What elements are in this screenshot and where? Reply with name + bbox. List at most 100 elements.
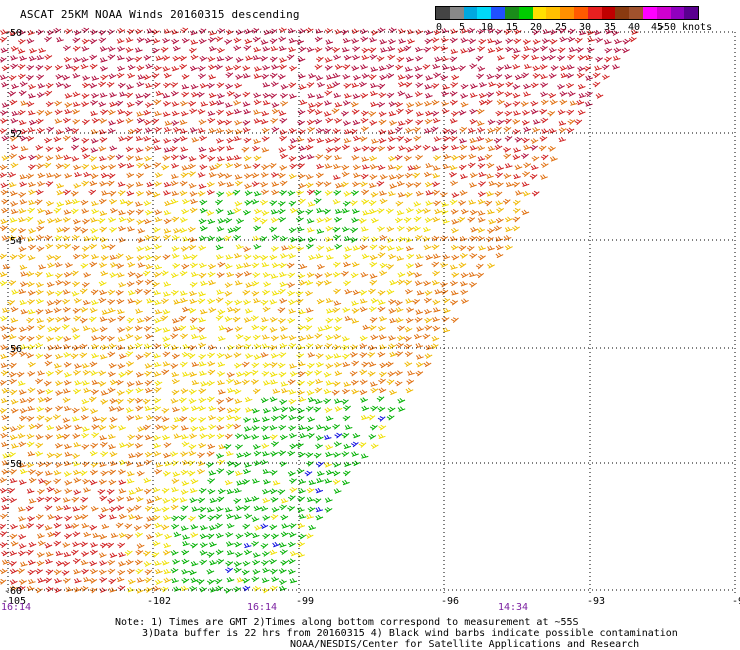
wind-barb — [26, 441, 35, 448]
wind-barb — [425, 110, 433, 117]
wind-barb — [359, 335, 368, 342]
wind-barb — [584, 101, 593, 107]
wind-barb — [577, 83, 586, 90]
wind-barb — [531, 47, 540, 53]
wind-barb — [342, 388, 350, 395]
wind-barb — [232, 189, 241, 196]
wind-barb — [523, 162, 532, 169]
wind-barb — [116, 38, 125, 44]
wind-barb — [377, 406, 386, 413]
wind-barb — [432, 216, 441, 223]
wind-barb — [81, 45, 90, 52]
wind-barb — [136, 255, 145, 261]
wind-barb — [512, 216, 521, 223]
wind-barb — [333, 189, 342, 196]
wind-barb — [79, 470, 88, 476]
wind-barb — [72, 101, 81, 107]
wind-barb — [370, 387, 379, 394]
wind-barb — [379, 315, 387, 322]
wind-barb — [215, 137, 224, 144]
wind-barb — [45, 181, 54, 187]
wind-barb — [142, 270, 151, 277]
wind-barb — [325, 74, 334, 80]
wind-barb — [170, 198, 179, 205]
wind-barb — [207, 369, 216, 376]
wind-barb — [45, 101, 54, 108]
wind-barb — [342, 470, 351, 477]
wind-barb — [279, 180, 288, 187]
wind-barb — [198, 272, 207, 279]
wind-barb — [44, 470, 53, 476]
wind-barb — [288, 299, 297, 306]
wind-barb — [297, 496, 305, 503]
wind-barb — [207, 117, 216, 124]
wind-barb — [26, 462, 35, 468]
wind-barb — [343, 443, 352, 450]
wind-barb — [217, 488, 226, 495]
wind-barb — [503, 235, 512, 241]
wind-barb — [317, 82, 325, 88]
wind-barb — [161, 524, 170, 531]
wind-barb — [263, 281, 272, 288]
wind-barb — [440, 289, 449, 295]
wind-barb — [63, 45, 71, 52]
wind-barb — [451, 254, 460, 261]
wind-barb — [298, 309, 306, 315]
latitude-label: -50 — [4, 28, 22, 39]
wind-barb — [145, 127, 153, 133]
wind-barb — [143, 200, 152, 207]
wind-barb — [307, 416, 315, 423]
wind-barb — [260, 39, 269, 45]
wind-barb — [89, 307, 98, 313]
wind-barb — [152, 191, 161, 198]
wind-barb — [169, 145, 178, 152]
wind-barb — [469, 209, 478, 216]
wind-barb — [154, 264, 163, 270]
wind-barb — [126, 281, 135, 287]
wind-barb — [423, 171, 432, 178]
wind-barb — [91, 235, 100, 241]
wind-barb — [80, 262, 89, 269]
wind-barb — [288, 398, 297, 405]
wind-barb — [206, 181, 215, 188]
wind-barb — [9, 227, 17, 234]
wind-barb — [135, 279, 144, 286]
wind-barb — [494, 39, 503, 45]
wind-barb — [233, 226, 242, 232]
wind-barb — [585, 75, 593, 81]
wind-barb — [125, 460, 134, 467]
wind-barb — [36, 552, 45, 558]
wind-barb — [260, 299, 269, 306]
wind-barb — [243, 417, 251, 423]
wind-barb — [207, 298, 216, 305]
wind-barb — [90, 147, 99, 153]
wind-barb — [575, 47, 584, 53]
wind-barb — [316, 477, 324, 484]
wind-barb — [161, 407, 170, 414]
wind-barb — [271, 533, 279, 540]
wind-barb — [243, 343, 252, 350]
wind-barb — [316, 245, 325, 251]
wind-barb — [359, 298, 368, 304]
wind-barb — [521, 119, 530, 126]
wind-barb — [567, 54, 575, 61]
wind-barb — [162, 100, 171, 107]
wind-barb — [107, 46, 116, 52]
wind-barb — [261, 164, 270, 171]
wind-barb — [386, 226, 395, 232]
axis-labels: -50-52-54-56-58-60-105-102-99-96-93-9016… — [1, 28, 740, 613]
wind-barb — [225, 191, 234, 197]
wind-barb — [215, 522, 223, 529]
wind-barb — [332, 479, 341, 485]
wind-barb — [198, 513, 207, 520]
wind-barb — [478, 38, 487, 45]
wind-barb — [80, 63, 89, 70]
wind-barb — [216, 433, 225, 440]
wind-barb — [117, 336, 126, 342]
wind-barb — [189, 298, 198, 304]
wind-barb — [10, 208, 19, 215]
wind-barb — [63, 271, 72, 278]
wind-barb — [368, 306, 377, 312]
wind-barb — [154, 299, 162, 306]
legend-swatch — [587, 7, 602, 19]
